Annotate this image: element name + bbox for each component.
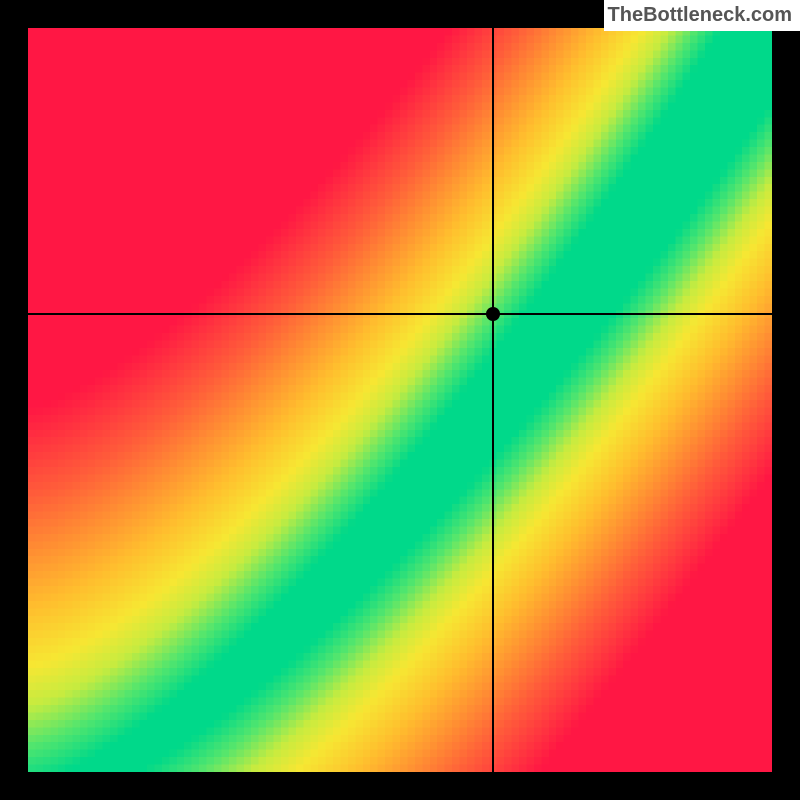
chart-container: { "watermark": { "text": "TheBottleneck.… <box>0 0 800 800</box>
crosshair-horizontal <box>28 313 772 315</box>
bottleneck-heatmap <box>28 28 772 772</box>
crosshair-vertical <box>492 28 494 772</box>
watermark-label: TheBottleneck.com <box>604 0 800 31</box>
